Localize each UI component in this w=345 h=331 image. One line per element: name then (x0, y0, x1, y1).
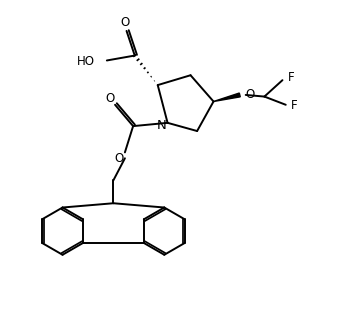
Text: O: O (120, 16, 129, 29)
Polygon shape (214, 93, 240, 102)
Text: F: F (291, 99, 298, 112)
Text: O: O (245, 88, 255, 101)
Text: HO: HO (76, 55, 95, 68)
Text: O: O (106, 92, 115, 105)
Text: O: O (115, 152, 124, 165)
Text: N: N (157, 119, 167, 132)
Text: F: F (288, 71, 295, 84)
